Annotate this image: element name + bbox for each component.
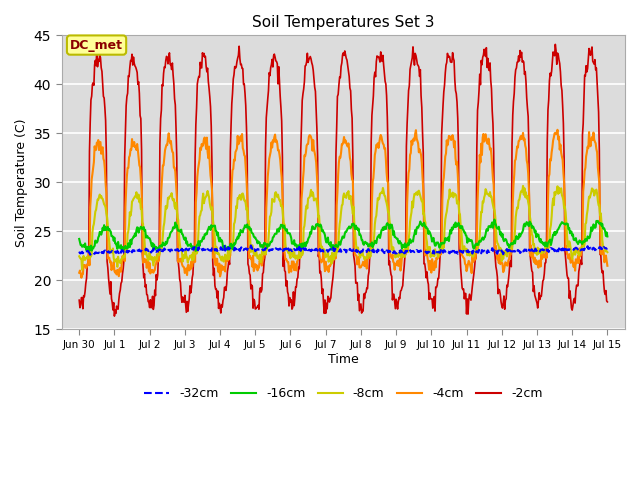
Y-axis label: Soil Temperature (C): Soil Temperature (C) xyxy=(15,118,28,247)
Title: Soil Temperatures Set 3: Soil Temperatures Set 3 xyxy=(252,15,435,30)
Text: DC_met: DC_met xyxy=(70,38,123,51)
Legend: -32cm, -16cm, -8cm, -4cm, -2cm: -32cm, -16cm, -8cm, -4cm, -2cm xyxy=(139,383,547,406)
X-axis label: Time: Time xyxy=(328,352,358,366)
